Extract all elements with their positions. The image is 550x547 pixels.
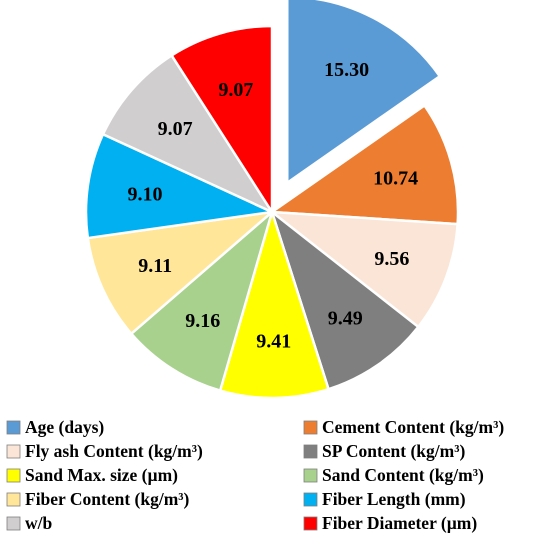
slice-value-label: 9.41 [256,330,291,352]
pie-slice-age-days [286,0,442,184]
legend-item: Fiber Length (mm) [303,489,466,509]
pie-slice-fly-ash-content-kg-m [270,210,459,329]
legend-swatch [6,444,21,459]
pie-slice-sp-content-kg-m [270,210,420,391]
pie-slice-fiber-diameter-m [170,24,274,214]
slice-value-label: 9.56 [374,248,409,270]
legend-item: Fiber Diameter (µm) [303,513,477,533]
legend-item: Fiber Content (kg/m³) [6,489,190,509]
pie-slice-sand-content-kg-m [130,210,274,392]
legend-item: SP Content (kg/m³) [303,441,465,461]
legend-swatch [6,516,21,531]
legend-item: Fly ash Content (kg/m³) [6,441,203,461]
legend-item: w/b [6,513,53,533]
pie-slice-cement-content-kg-m [270,104,460,226]
legend-label: Sand Max. size (µm) [25,465,178,485]
pie-slices [84,0,460,400]
slice-value-label: 9.07 [158,118,193,140]
pie-slice-sand-max-size-m [218,210,330,400]
slice-value-label: 10.74 [373,168,418,190]
legend-label: w/b [25,513,53,533]
slice-value-label: 9.11 [138,255,172,277]
pie-slice-w-b [101,54,274,214]
legend-item: Age (days) [6,417,104,437]
slice-value-label: 15.30 [324,59,369,81]
slice-value-labels: 15.30 10.74 9.56 9.49 9.41 9.16 9.11 9.10 9.07 9.… [128,59,419,352]
legend-label: Age (days) [25,417,104,437]
slice-value-label: 9.49 [328,307,363,329]
legend-item: Sand Content (kg/m³) [303,465,484,485]
pie-slice-fiber-content-kg-m [86,210,274,335]
legend-swatch [303,516,318,531]
legend-swatch [6,492,21,507]
legend-item: Sand Max. size (µm) [6,465,178,485]
legend-label: SP Content (kg/m³) [322,441,465,461]
legend-label: Fiber Length (mm) [322,489,466,509]
legend-swatch [6,420,21,435]
legend-label: Fly ash Content (kg/m³) [25,441,203,461]
legend-label: Sand Content (kg/m³) [322,465,484,485]
legend-label: Fiber Content (kg/m³) [25,489,190,509]
slice-value-label: 9.07 [218,79,253,101]
legend-swatch [303,420,318,435]
legend-item: Cement Content (kg/m³) [303,417,504,437]
legend-swatch [303,444,318,459]
legend-swatch [303,492,318,507]
legend-swatch [6,468,21,483]
legend: Age (days) Cement Content (kg/m³) Fly ash … [6,417,504,533]
slice-value-label: 9.10 [128,183,163,205]
pie-slice-fiber-length-mm [84,133,274,240]
slice-value-label: 9.16 [185,310,220,332]
legend-label: Cement Content (kg/m³) [322,417,504,437]
legend-swatch [303,468,318,483]
legend-label: Fiber Diameter (µm) [322,513,477,533]
